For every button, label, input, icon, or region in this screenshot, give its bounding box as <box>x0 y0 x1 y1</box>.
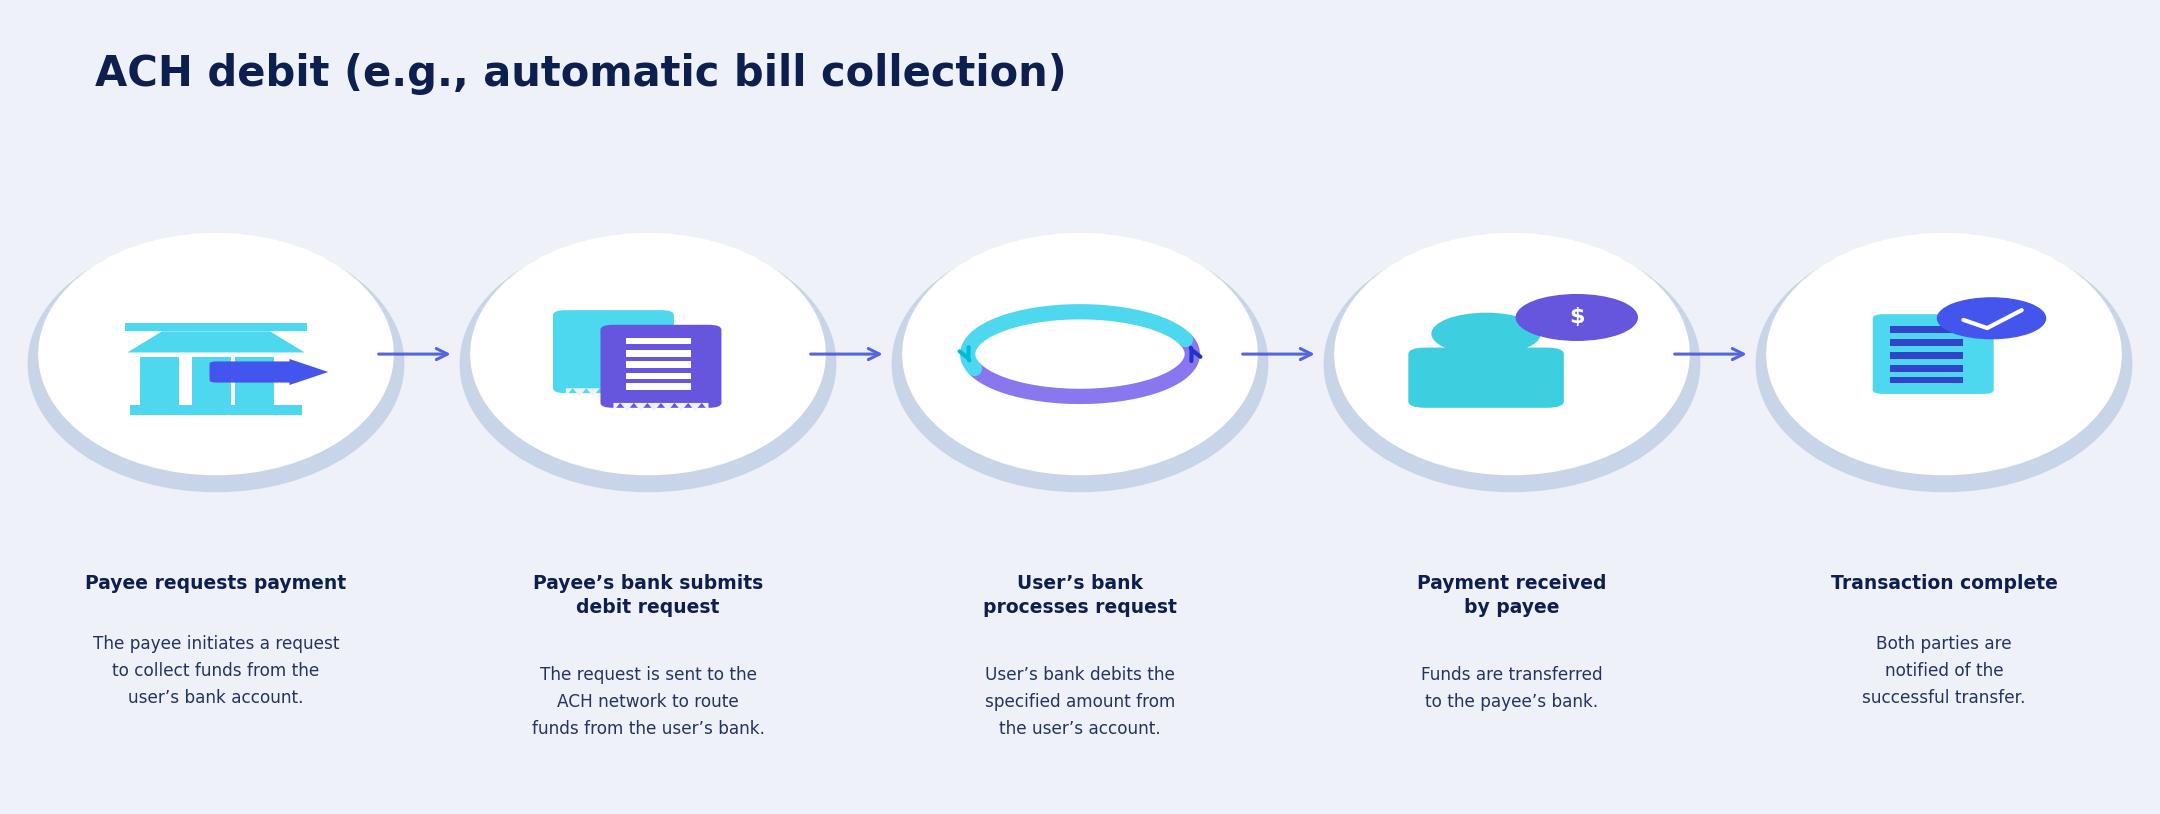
FancyBboxPatch shape <box>130 405 302 415</box>
FancyBboxPatch shape <box>1890 365 1963 372</box>
Ellipse shape <box>471 234 825 475</box>
FancyBboxPatch shape <box>1890 326 1963 333</box>
Text: User’s bank debits the
specified amount from
the user’s account.: User’s bank debits the specified amount … <box>985 666 1175 738</box>
FancyBboxPatch shape <box>210 361 296 383</box>
FancyBboxPatch shape <box>600 325 721 408</box>
FancyBboxPatch shape <box>626 338 691 344</box>
FancyBboxPatch shape <box>1408 348 1564 408</box>
FancyBboxPatch shape <box>553 310 674 393</box>
Ellipse shape <box>892 236 1268 492</box>
Polygon shape <box>289 359 328 385</box>
FancyBboxPatch shape <box>192 357 231 405</box>
Polygon shape <box>127 331 305 352</box>
FancyBboxPatch shape <box>626 361 691 368</box>
Text: The request is sent to the
ACH network to route
funds from the user’s bank.: The request is sent to the ACH network t… <box>531 666 765 738</box>
Circle shape <box>1516 295 1637 340</box>
Ellipse shape <box>1335 234 1689 475</box>
Ellipse shape <box>39 234 393 475</box>
Text: User’s bank
processes request: User’s bank processes request <box>983 574 1177 617</box>
FancyBboxPatch shape <box>1890 352 1963 359</box>
Text: Transaction complete: Transaction complete <box>1830 574 2058 593</box>
Text: Payee’s bank submits
debit request: Payee’s bank submits debit request <box>534 574 762 617</box>
FancyBboxPatch shape <box>1890 377 1963 383</box>
Ellipse shape <box>28 236 404 492</box>
Text: Payee requests payment: Payee requests payment <box>86 574 346 593</box>
FancyBboxPatch shape <box>626 350 691 357</box>
FancyBboxPatch shape <box>125 323 307 331</box>
Ellipse shape <box>1756 236 2132 492</box>
Ellipse shape <box>460 236 836 492</box>
Text: The payee initiates a request
to collect funds from the
user’s bank account.: The payee initiates a request to collect… <box>93 635 339 707</box>
Ellipse shape <box>1767 234 2121 475</box>
Text: ACH debit (e.g., automatic bill collection): ACH debit (e.g., automatic bill collecti… <box>95 53 1067 95</box>
FancyBboxPatch shape <box>626 373 691 379</box>
Text: Both parties are
notified of the
successful transfer.: Both parties are notified of the success… <box>1862 635 2026 707</box>
FancyBboxPatch shape <box>140 357 179 405</box>
Text: Funds are transferred
to the payee’s bank.: Funds are transferred to the payee’s ban… <box>1421 666 1603 711</box>
Text: $: $ <box>1568 308 1585 327</box>
Ellipse shape <box>903 234 1257 475</box>
Ellipse shape <box>1324 236 1700 492</box>
FancyBboxPatch shape <box>626 383 691 390</box>
FancyBboxPatch shape <box>1873 314 1994 394</box>
Circle shape <box>1938 298 2046 339</box>
Circle shape <box>1432 313 1540 354</box>
FancyBboxPatch shape <box>235 357 274 405</box>
Text: Payment received
by payee: Payment received by payee <box>1417 574 1607 617</box>
FancyBboxPatch shape <box>1890 339 1963 346</box>
